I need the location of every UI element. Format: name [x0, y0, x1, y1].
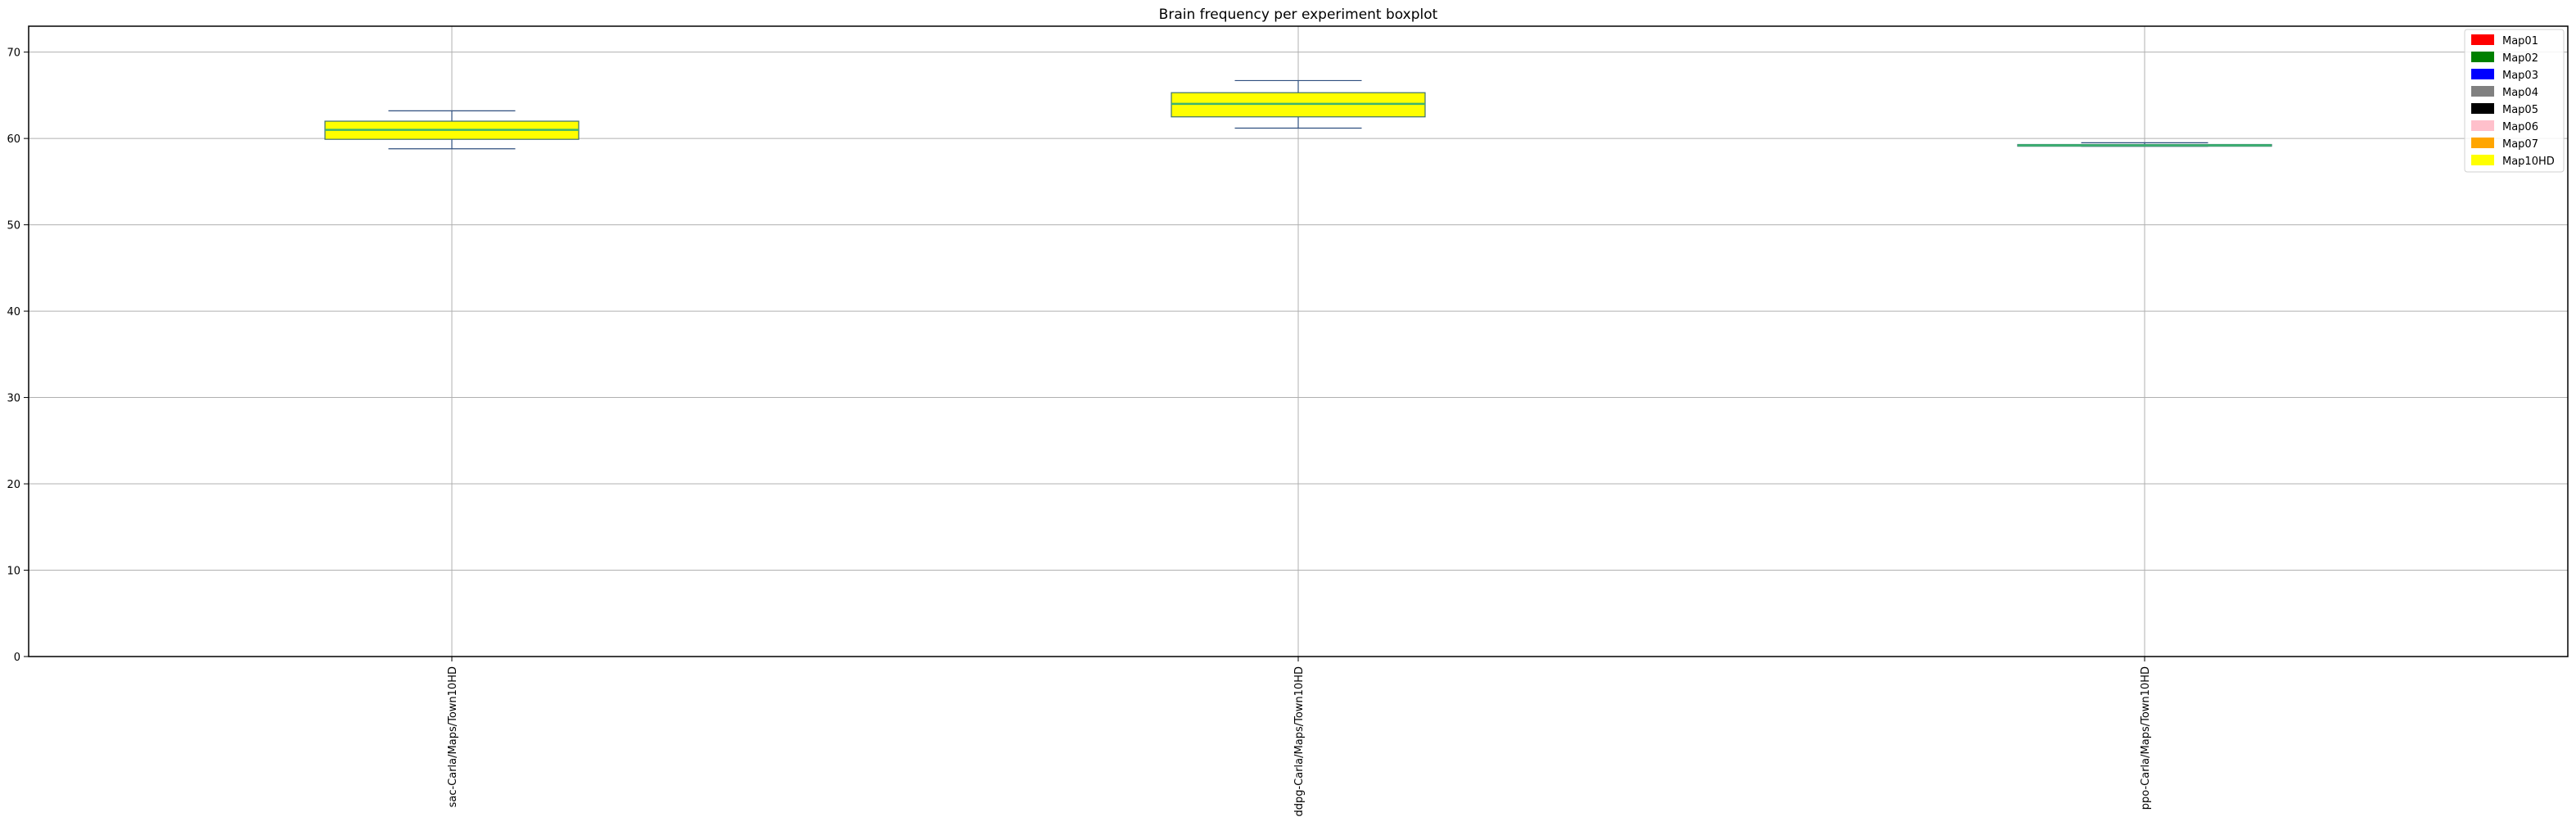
legend-swatch — [2471, 52, 2494, 62]
x-tick-label: ddpg-Carla/Maps/Town10HD — [1293, 666, 1306, 817]
y-tick-label: 60 — [7, 133, 20, 146]
legend-swatch — [2471, 138, 2494, 148]
legend: Map01 Map02 Map03 Map04 Map05 Map06 Map07 Map10… — [2464, 29, 2565, 173]
y-tick-label: 40 — [7, 306, 20, 318]
y-tick-label: 50 — [7, 220, 20, 232]
legend-label: Map07 — [2502, 138, 2538, 151]
box-1 — [1171, 79, 1426, 129]
box-2 — [2017, 142, 2272, 147]
legend-label: Map01 — [2502, 35, 2538, 47]
legend-label: Map05 — [2502, 104, 2538, 116]
y-tick-label: 70 — [7, 47, 20, 60]
y-tick-label: 10 — [7, 566, 20, 578]
legend-frame — [2464, 29, 2565, 173]
legend-swatch — [2471, 120, 2494, 131]
legend-swatch — [2471, 34, 2494, 45]
x-tick-label: ppo-Carla/Maps/Town10HD — [2140, 666, 2152, 810]
boxes — [324, 79, 2272, 150]
x-tick-label: sac-Carla/Maps/Town10HD — [447, 666, 459, 807]
legend-label: Map03 — [2502, 70, 2538, 82]
y-tick-label: 20 — [7, 479, 20, 491]
legend-label: Map10HD — [2502, 156, 2555, 168]
legend-label: Map04 — [2502, 87, 2538, 99]
legend-label: Map02 — [2502, 52, 2538, 65]
box-0 — [324, 110, 580, 150]
y-tick-label: 0 — [14, 652, 20, 664]
legend-swatch — [2471, 155, 2494, 165]
y-tick-label: 30 — [7, 393, 20, 405]
legend-swatch — [2471, 103, 2494, 114]
chart-title: Brain frequency per experiment boxplot — [1159, 7, 1438, 23]
axis-ticks: 0 10 20 30 40 50 60 70 sac-Carla/Maps/Town10HD dd… — [7, 47, 2152, 817]
legend-label: Map06 — [2502, 121, 2538, 133]
legend-swatch — [2471, 69, 2494, 79]
legend-swatch — [2471, 86, 2494, 97]
